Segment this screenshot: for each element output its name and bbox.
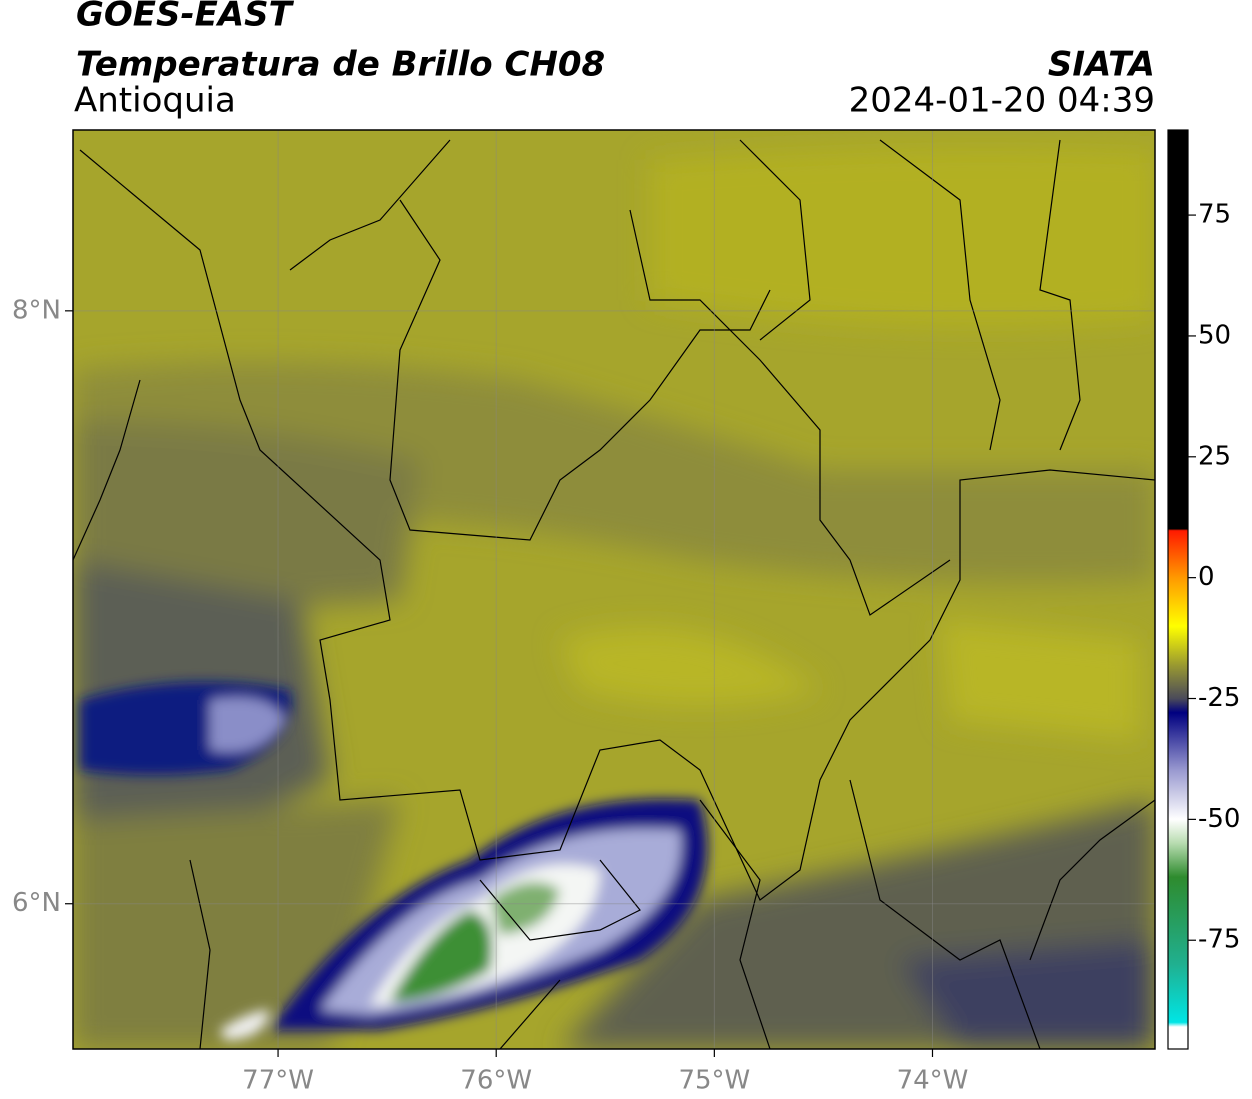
colorbar-tick-label: -75 <box>1198 925 1240 955</box>
colorbar-tick-label: 25 <box>1198 441 1231 471</box>
timestamp: 2024-01-20 04:39 <box>849 81 1155 121</box>
product-title: Temperatura de Brillo CH08 <box>76 45 605 85</box>
colorbar-tick-label: 0 <box>1198 562 1215 592</box>
x-tick-label: 76°W <box>460 1066 532 1096</box>
graticule <box>73 130 1155 1049</box>
x-tick-label: 74°W <box>897 1066 969 1096</box>
y-tick-label: 6°N <box>12 888 61 918</box>
map-frame <box>72 129 1156 1050</box>
colorbar-tick-label: 75 <box>1198 200 1231 230</box>
colorbar <box>1167 129 1189 1050</box>
x-tick-label: 75°W <box>678 1066 750 1096</box>
satellite-title: GOES-EAST <box>76 0 295 35</box>
agency: SIATA <box>1048 45 1155 85</box>
y-tick-label: 8°N <box>12 295 61 325</box>
satellite-image <box>73 130 1155 1049</box>
x-tick-label: 77°W <box>242 1066 314 1096</box>
colorbar-tick-label: -25 <box>1198 683 1240 713</box>
colorbar-tick-label: 50 <box>1198 320 1231 350</box>
region: Antioquia <box>74 81 236 121</box>
colorbar-tick-label: -50 <box>1198 804 1240 834</box>
